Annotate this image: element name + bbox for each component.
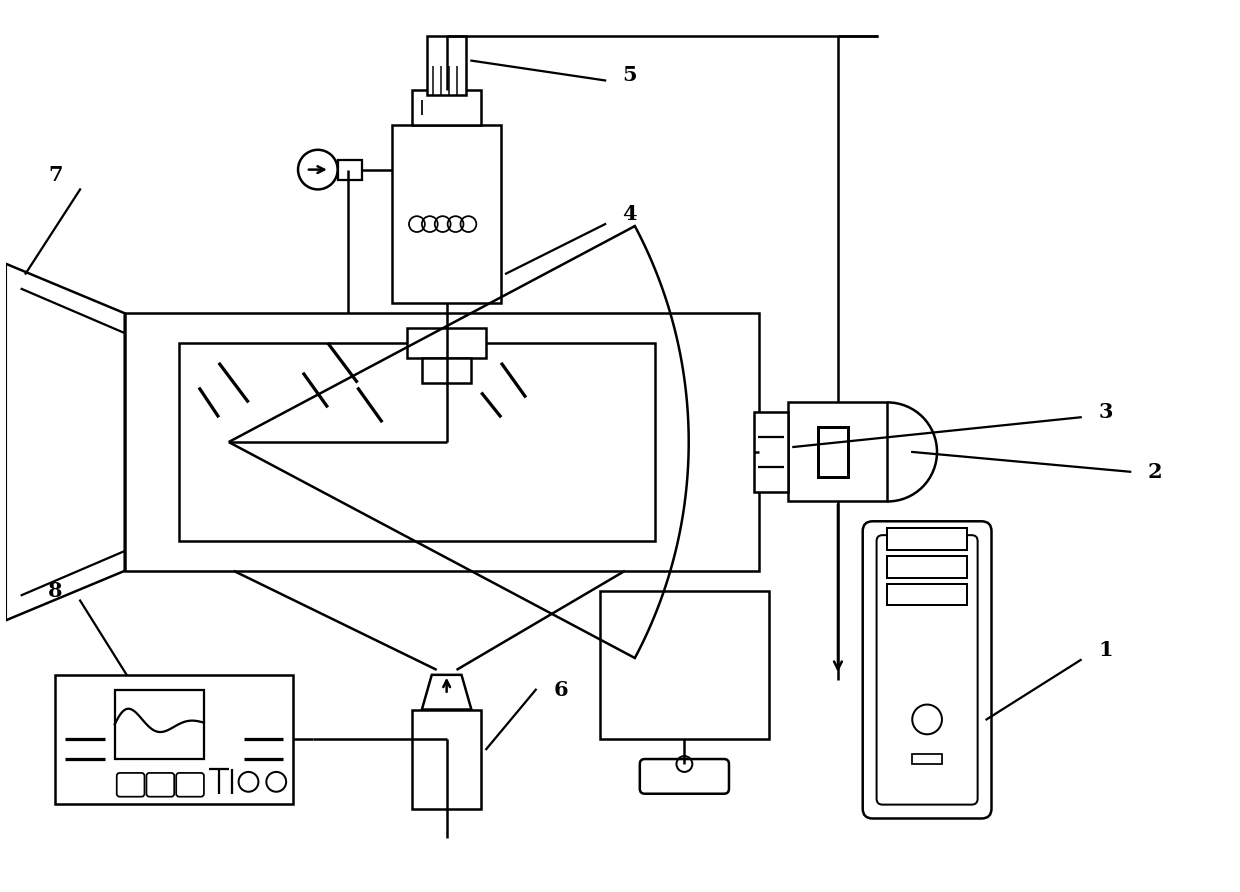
Polygon shape <box>422 675 471 709</box>
FancyBboxPatch shape <box>176 772 203 797</box>
Text: 3: 3 <box>1099 402 1112 422</box>
Text: 2: 2 <box>1148 462 1162 482</box>
Text: 1: 1 <box>1099 640 1112 660</box>
FancyBboxPatch shape <box>863 521 992 819</box>
Bar <box>179 343 655 541</box>
Bar <box>56 675 293 804</box>
Bar <box>754 412 789 491</box>
Bar <box>888 556 967 578</box>
Text: 5: 5 <box>622 65 637 86</box>
Text: 6: 6 <box>553 680 568 699</box>
Bar <box>412 709 481 808</box>
Bar <box>600 591 769 739</box>
FancyBboxPatch shape <box>146 772 174 797</box>
Text: 4: 4 <box>622 204 637 224</box>
FancyBboxPatch shape <box>877 535 977 805</box>
Bar <box>392 125 501 303</box>
Bar <box>789 402 888 501</box>
Text: 8: 8 <box>48 581 62 600</box>
Bar <box>407 328 486 358</box>
Bar <box>427 36 466 95</box>
Bar <box>125 313 759 571</box>
Bar <box>913 754 942 764</box>
Bar <box>115 690 203 759</box>
Bar <box>412 90 481 125</box>
Bar <box>337 160 362 179</box>
FancyBboxPatch shape <box>640 759 729 794</box>
FancyBboxPatch shape <box>117 772 145 797</box>
Text: 7: 7 <box>48 164 62 185</box>
Bar <box>818 427 848 476</box>
Polygon shape <box>6 264 125 620</box>
Bar <box>888 528 967 550</box>
Bar <box>888 583 967 606</box>
Bar <box>422 358 471 383</box>
